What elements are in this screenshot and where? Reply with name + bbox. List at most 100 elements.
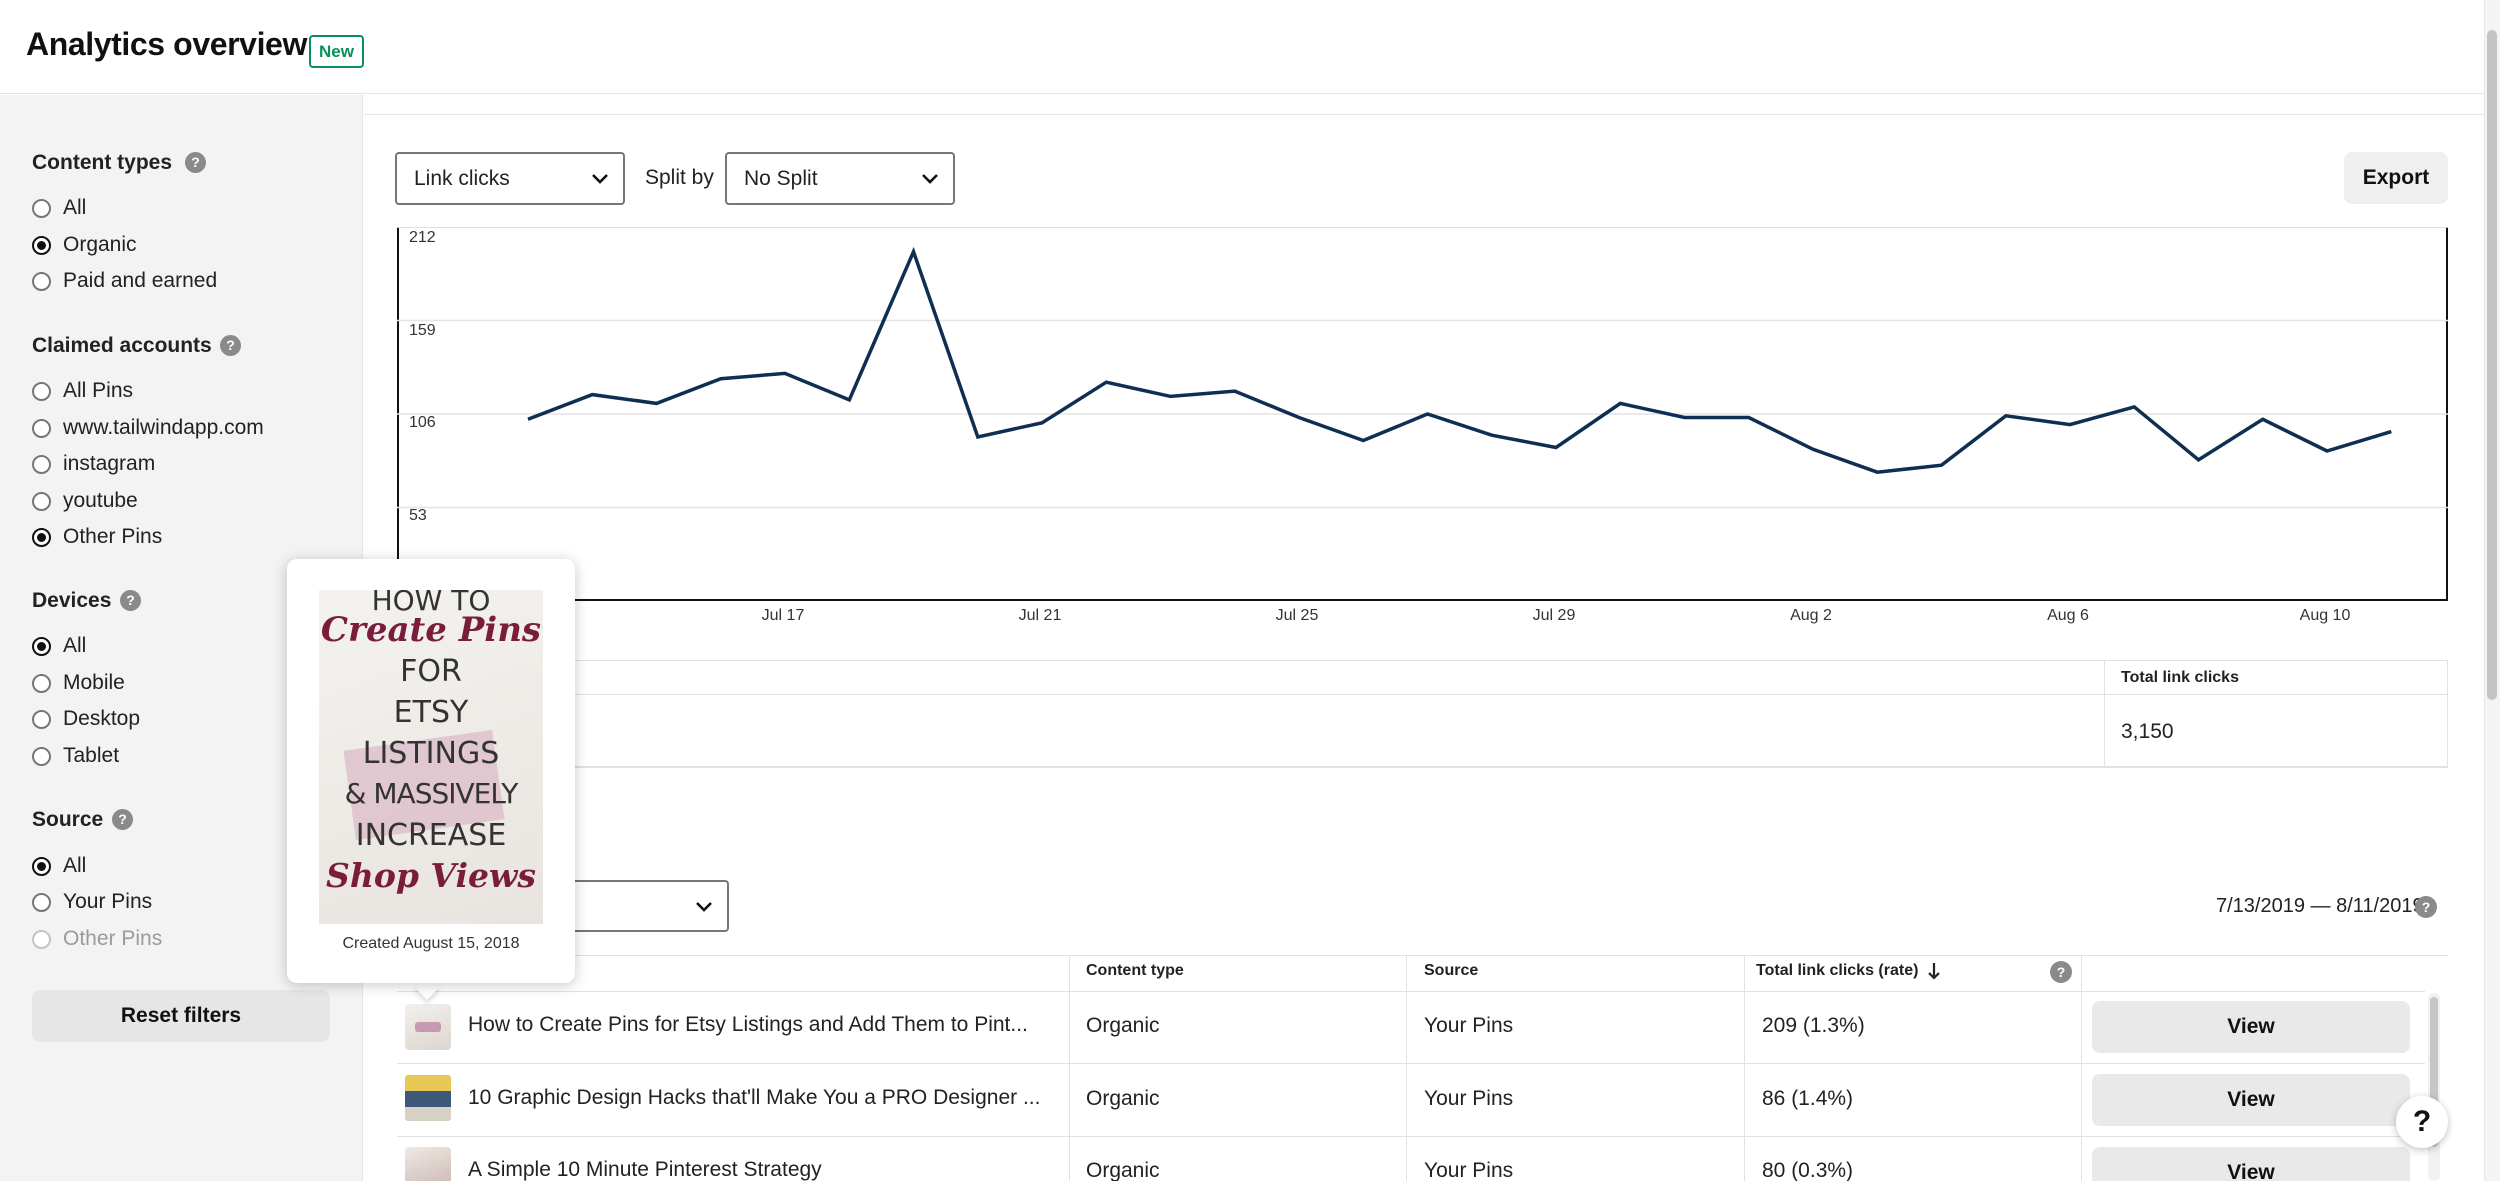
split-dropdown[interactable]: No Split bbox=[725, 152, 955, 205]
data-point[interactable] bbox=[715, 373, 727, 385]
data-point[interactable] bbox=[1422, 408, 1434, 420]
radio-button[interactable] bbox=[32, 892, 51, 912]
data-point[interactable] bbox=[1357, 434, 1369, 446]
radio-button[interactable] bbox=[32, 491, 51, 511]
radio-devices-mobile[interactable]: Mobile bbox=[32, 668, 125, 698]
radio-label: www.tailwindapp.com bbox=[63, 416, 264, 439]
devices-help-icon[interactable]: ? bbox=[120, 590, 141, 611]
source-title: Source bbox=[32, 808, 104, 831]
radio-devices-tablet[interactable]: Tablet bbox=[32, 741, 119, 771]
radio-button[interactable] bbox=[32, 856, 51, 876]
source-help-icon[interactable]: ? bbox=[112, 809, 133, 830]
radio-button[interactable] bbox=[32, 198, 51, 218]
new-badge: New bbox=[309, 35, 364, 68]
clicks-help-icon[interactable]: ? bbox=[2050, 961, 2072, 983]
data-point[interactable] bbox=[1550, 442, 1562, 454]
claimed-accounts-help-icon[interactable]: ? bbox=[220, 335, 241, 356]
radio-devices-all[interactable]: All bbox=[32, 631, 86, 661]
pin-title[interactable]: A Simple 10 Minute Pinterest Strategy bbox=[468, 1158, 822, 1181]
radio-button[interactable] bbox=[32, 235, 51, 255]
export-button[interactable]: Export bbox=[2344, 152, 2448, 204]
radio-button[interactable] bbox=[32, 527, 51, 547]
data-point[interactable] bbox=[1293, 412, 1305, 424]
reset-filters-button[interactable]: Reset filters bbox=[32, 990, 330, 1042]
pin-thumbnail[interactable] bbox=[405, 1147, 451, 1181]
data-point[interactable] bbox=[843, 394, 855, 406]
radio-accounts-youtube[interactable]: youtube bbox=[32, 486, 138, 516]
data-point[interactable] bbox=[2257, 413, 2269, 425]
source-cell: Your Pins bbox=[1424, 1159, 1514, 1181]
metric-dropdown[interactable]: Link clicks bbox=[395, 152, 625, 205]
clicks-cell: 80 (0.3%) bbox=[1762, 1159, 1854, 1181]
radio-button[interactable] bbox=[32, 746, 51, 766]
radio-accounts-all-pins[interactable]: All Pins bbox=[32, 376, 133, 406]
radio-content-organic[interactable]: Organic bbox=[32, 230, 137, 260]
pin-text-line: Create Pins bbox=[320, 610, 542, 650]
radio-button[interactable] bbox=[32, 709, 51, 729]
radio-content-all[interactable]: All bbox=[32, 193, 86, 223]
table-scrollbar-thumb[interactable] bbox=[2430, 997, 2438, 1147]
data-point[interactable] bbox=[1100, 376, 1112, 388]
data-point[interactable] bbox=[651, 397, 663, 409]
radio-content-paid[interactable]: Paid and earned bbox=[32, 266, 217, 296]
data-point[interactable] bbox=[1936, 459, 1948, 471]
radio-source-your-pins[interactable]: Your Pins bbox=[32, 887, 152, 917]
view-button[interactable]: View bbox=[2092, 1147, 2410, 1181]
x-tick-label: Jul 21 bbox=[1018, 607, 1062, 624]
data-point[interactable] bbox=[1871, 466, 1883, 478]
date-range: 7/13/2019 — 8/11/2019 bbox=[2216, 895, 2424, 917]
radio-devices-desktop[interactable]: Desktop bbox=[32, 704, 140, 734]
metric-value: Link clicks bbox=[414, 167, 510, 190]
data-point[interactable] bbox=[1614, 397, 1626, 409]
radio-accounts-tailwind[interactable]: www.tailwindapp.com bbox=[32, 413, 264, 443]
data-point[interactable] bbox=[586, 389, 598, 401]
radio-button[interactable] bbox=[32, 636, 51, 656]
radio-accounts-instagram[interactable]: instagram bbox=[32, 449, 155, 479]
date-range-help-icon[interactable]: ? bbox=[2415, 896, 2437, 918]
column-header-clicks[interactable]: Total link clicks (rate) bbox=[1756, 962, 1919, 979]
data-point[interactable] bbox=[2193, 454, 2205, 466]
data-point[interactable] bbox=[2064, 419, 2076, 431]
data-point[interactable] bbox=[1229, 385, 1241, 397]
y-tick-label: 53 bbox=[409, 507, 427, 524]
data-point[interactable] bbox=[779, 367, 791, 379]
radio-button[interactable] bbox=[32, 673, 51, 693]
view-button[interactable]: View bbox=[2092, 1074, 2410, 1126]
radio-button bbox=[32, 929, 51, 949]
floating-help-button[interactable]: ? bbox=[2396, 1096, 2448, 1148]
data-point[interactable] bbox=[1679, 412, 1691, 424]
data-point[interactable] bbox=[1036, 417, 1048, 429]
content-types-help-icon[interactable]: ? bbox=[185, 152, 206, 173]
data-point[interactable] bbox=[522, 413, 534, 425]
data-point[interactable] bbox=[2000, 410, 2012, 422]
page-title: Analytics overview bbox=[26, 26, 307, 62]
column-header-content-type[interactable]: Content type bbox=[1086, 962, 1184, 979]
claimed-accounts-title: Claimed accounts bbox=[32, 334, 212, 357]
radio-button[interactable] bbox=[32, 271, 51, 291]
radio-button[interactable] bbox=[32, 381, 51, 401]
radio-accounts-other-pins[interactable]: Other Pins bbox=[32, 522, 162, 552]
data-point[interactable] bbox=[1743, 412, 1755, 424]
pin-thumbnail[interactable] bbox=[405, 1004, 451, 1050]
data-point[interactable] bbox=[2321, 445, 2333, 457]
column-header-source[interactable]: Source bbox=[1424, 962, 1479, 979]
page-scrollbar-thumb[interactable] bbox=[2487, 30, 2497, 700]
data-point[interactable] bbox=[972, 431, 984, 443]
view-button[interactable]: View bbox=[2092, 1001, 2410, 1053]
divider bbox=[2104, 660, 2105, 768]
pin-title[interactable]: 10 Graphic Design Hacks that'll Make You… bbox=[468, 1086, 1041, 1109]
pin-thumbnail[interactable] bbox=[405, 1075, 451, 1121]
radio-button[interactable] bbox=[32, 418, 51, 438]
radio-button[interactable] bbox=[32, 454, 51, 474]
sort-desc-icon[interactable] bbox=[1927, 962, 1941, 980]
data-point[interactable] bbox=[1486, 429, 1498, 441]
pin-created-date: Created August 15, 2018 bbox=[342, 935, 520, 952]
data-point[interactable] bbox=[1165, 390, 1177, 402]
radio-label: All bbox=[63, 634, 87, 657]
data-point[interactable] bbox=[2385, 426, 2397, 438]
pin-title[interactable]: How to Create Pins for Etsy Listings and… bbox=[468, 1013, 1028, 1036]
data-point[interactable] bbox=[1807, 443, 1819, 455]
radio-source-all[interactable]: All bbox=[32, 851, 86, 881]
data-point[interactable] bbox=[908, 246, 920, 258]
data-point[interactable] bbox=[2128, 401, 2140, 413]
